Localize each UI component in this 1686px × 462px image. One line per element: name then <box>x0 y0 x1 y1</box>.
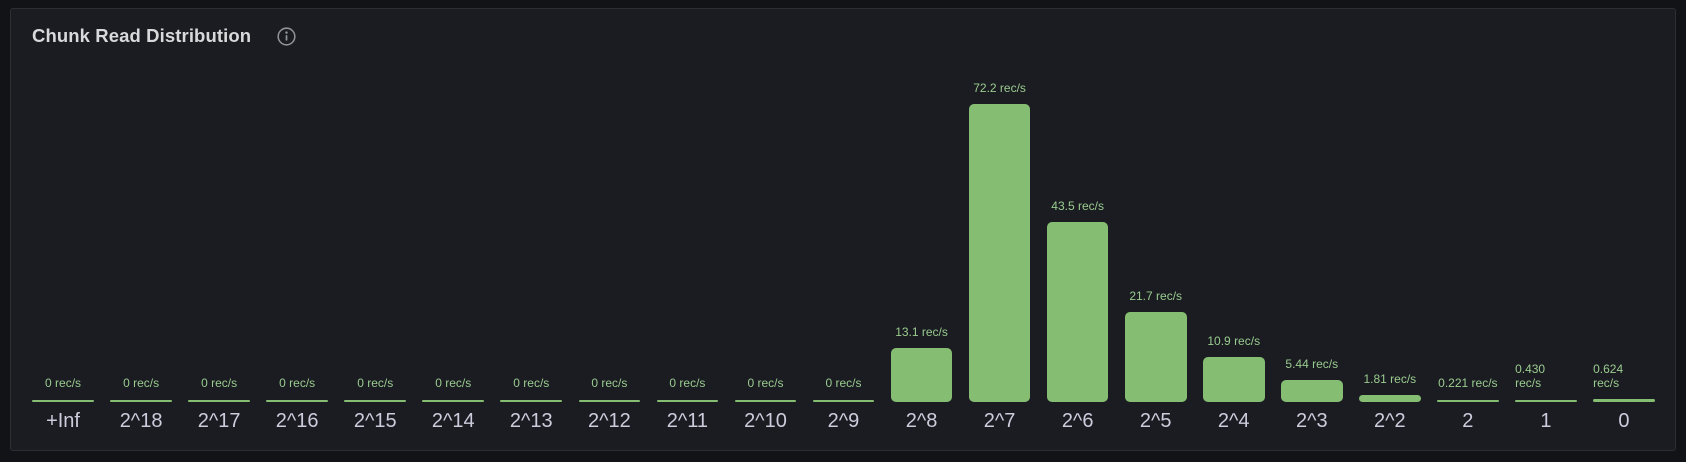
bar-column: 1.81 rec/s 2^2 <box>1351 372 1429 451</box>
bar-column: 0.221 rec/s 2 <box>1429 376 1507 450</box>
x-axis-label: 2^15 <box>353 410 397 432</box>
bar-value-label: 0 rec/s <box>357 376 394 391</box>
bar[interactable] <box>344 399 407 402</box>
bar-column: 0 rec/s 2^16 <box>258 376 336 450</box>
x-axis-label: 2^4 <box>1217 410 1250 432</box>
bar[interactable] <box>1124 312 1187 402</box>
bar[interactable] <box>1437 399 1499 402</box>
bar-value-label: 0 rec/s <box>591 376 628 391</box>
bar[interactable] <box>1202 357 1265 402</box>
bar[interactable] <box>188 399 250 402</box>
bar-column: 0 rec/s 2^15 <box>336 376 414 450</box>
bar-value-label: 72.2 rec/s <box>973 80 1026 95</box>
bar[interactable] <box>734 399 797 402</box>
x-axis-label: +Inf <box>46 410 80 432</box>
x-axis-label: 2^7 <box>983 410 1016 432</box>
panel-title[interactable]: Chunk Read Distribution <box>32 25 252 46</box>
x-axis-label: 2^18 <box>119 410 163 432</box>
panel-header: Chunk Read Distribution <box>32 25 296 47</box>
bar[interactable] <box>812 399 875 402</box>
bar-column: 0 rec/s 2^14 <box>414 376 492 450</box>
bar-column: 0 rec/s 2^12 <box>570 376 648 450</box>
x-axis-label: 2^14 <box>431 410 475 432</box>
bar-value-label: 1.81 rec/s <box>1363 371 1417 386</box>
bar-value-label: 0 rec/s <box>825 376 862 391</box>
x-axis-label: 2^11 <box>666 410 709 432</box>
bar-value-label: 0 rec/s <box>123 376 160 391</box>
bar-column: 0 rec/s 2^11 <box>648 376 726 450</box>
bar[interactable] <box>266 399 328 402</box>
bar-value-label: 0 rec/s <box>279 376 316 391</box>
bar-value-label: 0.624 rec/s <box>1593 362 1624 391</box>
x-axis-label: 2^12 <box>587 410 631 432</box>
bar-column: 0 rec/s 2^18 <box>102 376 180 450</box>
bar-value-label: 5.44 rec/s <box>1285 356 1339 371</box>
bar[interactable] <box>1515 399 1577 402</box>
bar-column: 43.5 rec/s 2^6 <box>1039 199 1117 450</box>
bar[interactable] <box>968 104 1031 402</box>
x-axis-label: 2^6 <box>1061 410 1094 432</box>
bar[interactable] <box>32 399 94 402</box>
x-axis-label: 2^3 <box>1295 410 1328 432</box>
bar-column: 13.1 rec/s 2^8 <box>883 325 961 450</box>
bar-value-label: 0.430 rec/s <box>1515 362 1546 391</box>
x-axis-label: 2^9 <box>827 410 860 432</box>
bar-chart: 0 rec/s +Inf 0 rec/s 2^18 0 rec/s 2^17 0 rec/s… <box>24 67 1663 450</box>
x-axis-label: 2^2 <box>1374 410 1406 432</box>
bar[interactable] <box>1358 394 1421 402</box>
x-axis-label: 2 <box>1462 410 1474 432</box>
bar[interactable] <box>422 399 485 402</box>
bar-value-label: 0 rec/s <box>513 376 550 391</box>
x-axis-label: 2^10 <box>744 410 787 432</box>
bar-value-label: 0 rec/s <box>435 376 472 391</box>
bar-column: 0 rec/s 2^9 <box>804 376 882 450</box>
bar-column: 10.9 rec/s 2^4 <box>1195 334 1273 450</box>
x-axis-label: 2^5 <box>1139 410 1172 432</box>
bar-value-label: 0 rec/s <box>669 376 706 391</box>
bar-value-label: 0.221 rec/s <box>1438 376 1498 391</box>
bar-column: 72.2 rec/s 2^7 <box>961 81 1039 450</box>
bar-value-label: 0 rec/s <box>747 376 784 391</box>
bar-value-label: 43.5 rec/s <box>1051 199 1104 214</box>
bar[interactable] <box>1046 222 1109 402</box>
x-axis-label: 0 <box>1618 410 1630 432</box>
bar[interactable] <box>656 399 719 402</box>
x-axis-label: 1 <box>1540 410 1552 432</box>
bar-value-label: 0 rec/s <box>201 376 238 391</box>
bar-column: 0 rec/s 2^13 <box>492 376 570 450</box>
bar[interactable] <box>500 399 563 402</box>
bar-value-label: 0 rec/s <box>45 376 82 391</box>
panel-chunk-read-distribution: Chunk Read Distribution 0 rec/s +Inf 0 rec… <box>10 8 1676 451</box>
bar-column: 0 rec/s 2^17 <box>180 376 258 450</box>
x-axis-label: 2^17 <box>197 410 241 432</box>
bar-column: 0.624 rec/s 0 <box>1585 362 1663 450</box>
info-circle-icon[interactable] <box>277 26 296 46</box>
x-axis-label: 2^16 <box>275 410 319 432</box>
bar-value-label: 21.7 rec/s <box>1129 289 1183 304</box>
bar-column: 0.430 rec/s 1 <box>1507 362 1585 450</box>
bar[interactable] <box>110 399 172 402</box>
bar[interactable] <box>578 399 641 402</box>
x-axis-label: 2^13 <box>509 410 553 432</box>
bar[interactable] <box>890 347 953 402</box>
bar[interactable] <box>1280 379 1343 402</box>
bar[interactable] <box>1593 399 1655 402</box>
bar-column: 0 rec/s +Inf <box>24 376 102 450</box>
bar-column: 0 rec/s 2^10 <box>726 376 804 450</box>
x-axis-label: 2^8 <box>905 410 938 432</box>
bar-column: 21.7 rec/s 2^5 <box>1117 289 1195 450</box>
bar-column: 5.44 rec/s 2^3 <box>1273 357 1351 450</box>
bar-value-label: 10.9 rec/s <box>1207 333 1261 348</box>
bar-value-label: 13.1 rec/s <box>895 324 948 339</box>
